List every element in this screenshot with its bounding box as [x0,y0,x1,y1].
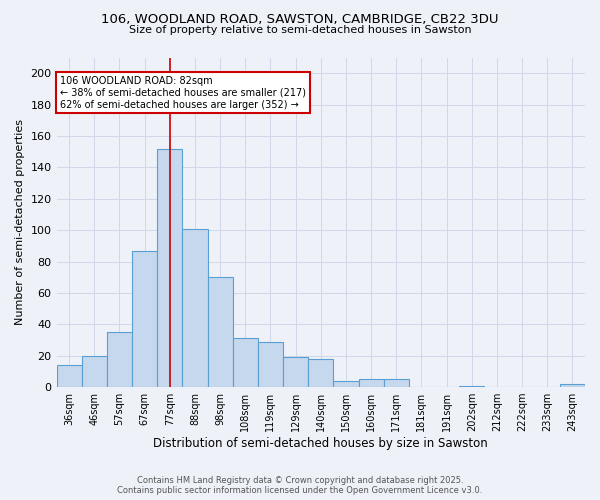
Bar [157,148,182,387]
Bar [82,356,107,387]
Bar [56,365,82,387]
X-axis label: Distribution of semi-detached houses by size in Sawston: Distribution of semi-detached houses by … [154,437,488,450]
Text: Size of property relative to semi-detached houses in Sawston: Size of property relative to semi-detach… [128,25,472,35]
Bar [334,381,359,387]
Bar [233,338,258,387]
Bar [283,358,308,387]
Bar [208,277,233,387]
Bar [182,228,208,387]
Text: 106, WOODLAND ROAD, SAWSTON, CAMBRIDGE, CB22 3DU: 106, WOODLAND ROAD, SAWSTON, CAMBRIDGE, … [101,12,499,26]
Text: Contains HM Land Registry data © Crown copyright and database right 2025.
Contai: Contains HM Land Registry data © Crown c… [118,476,482,495]
Text: 106 WOODLAND ROAD: 82sqm
← 38% of semi-detached houses are smaller (217)
62% of : 106 WOODLAND ROAD: 82sqm ← 38% of semi-d… [61,76,307,110]
Bar [560,384,585,387]
Bar [359,379,383,387]
Bar [383,379,409,387]
Bar [107,332,132,387]
Bar [132,250,157,387]
Bar [308,359,334,387]
Y-axis label: Number of semi-detached properties: Number of semi-detached properties [15,120,25,326]
Bar [258,342,283,387]
Bar [459,386,484,387]
